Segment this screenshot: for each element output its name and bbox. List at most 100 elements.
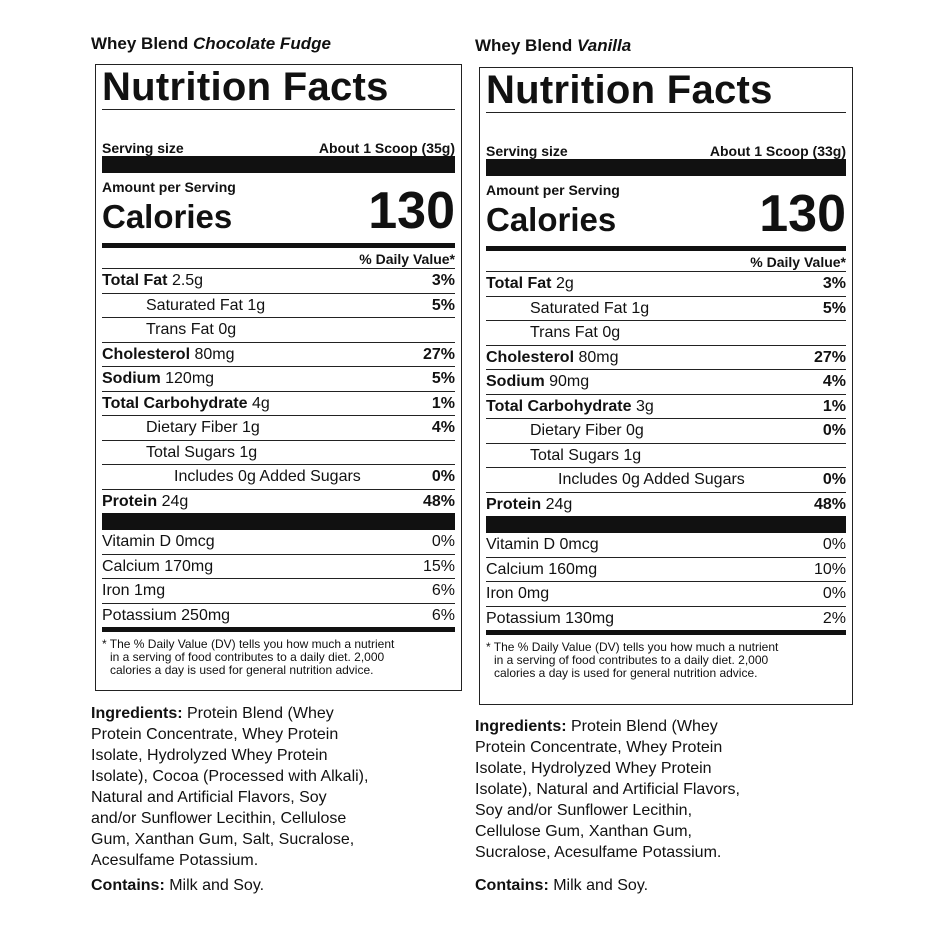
calories-label: Calories — [102, 198, 233, 235]
nutrient-row-saturated-fat: Saturated Fat 1g 5% — [102, 294, 455, 318]
nutrient-name: Total Fat — [102, 272, 168, 289]
nutrient-name: Dietary Fiber 0g — [530, 422, 644, 439]
footnote-line: calories a day is used for general nutri… — [110, 663, 374, 677]
calories-value: 130 — [368, 182, 455, 240]
ingredients-line: Protein Concentrate, Whey Protein — [475, 739, 723, 756]
nutrient-amount: 24g — [545, 495, 573, 513]
nutrient-row-total-sugars: Total Sugars 1g — [486, 444, 846, 468]
nutrient-name: Dietary Fiber 1g — [146, 419, 260, 436]
product-name: Whey Blend — [475, 36, 573, 55]
nutrient-pct: 1% — [822, 397, 846, 415]
contains-vanilla: Contains: Milk and Soy. — [475, 877, 648, 895]
vitamin-name: Vitamin D 0mcg — [486, 536, 599, 553]
ingredients-line: Protein Blend (Whey — [566, 718, 718, 735]
footnote-line: * The % Daily Value (DV) tells you how m… — [102, 637, 395, 651]
nutrient-pct: 48% — [813, 495, 846, 513]
vitamin-row: Potassium 130mg 2% — [486, 607, 846, 631]
divider-thick — [486, 516, 846, 533]
nutrient-name: Saturated Fat 1g — [530, 299, 650, 317]
nutrient-amount: 4g — [251, 394, 270, 412]
contains-value: Milk and Soy. — [548, 877, 649, 894]
nutrient-name: Total Fat — [486, 275, 552, 292]
ingredients-line: Soy and/or Sunflower Lecithin, — [475, 802, 693, 819]
ingredients-line: Natural and Artificial Flavors, Soy — [91, 789, 327, 806]
nutrient-name: Includes 0g Added Sugars — [174, 468, 361, 485]
nutrient-row-protein: Protein 24g 48% — [102, 490, 455, 514]
nutrient-row-total-carbohydrate: Total Carbohydrate 4g 1% — [102, 392, 455, 416]
nutrition-label-vanilla: Nutrition Facts Serving size About 1 Sco… — [479, 67, 853, 705]
serving-size-value: About 1 Scoop (33g) — [709, 143, 846, 159]
serving-size-row: Serving size About 1 Scoop (33g) — [486, 137, 846, 159]
vitamin-row: Iron 1mg 6% — [102, 579, 455, 604]
vitamin-name: Calcium 160mg — [486, 560, 598, 578]
nutrient-name: Sodium — [102, 370, 161, 387]
ingredients-line: and/or Sunflower Lecithin, Cellulose — [91, 810, 347, 827]
vitamin-row: Calcium 160mg 10% — [486, 558, 846, 582]
amount-per-serving: Amount per Serving — [102, 179, 236, 195]
ingredients-line: Cellulose Gum, Xanthan Gum, — [475, 823, 692, 840]
nutrient-pct: 27% — [813, 348, 846, 366]
nutrient-name: Total Sugars 1g — [146, 443, 258, 461]
nutrient-amount: 80mg — [194, 345, 235, 363]
daily-value-header: % Daily Value* — [486, 251, 846, 272]
nutrient-amount: 3g — [635, 397, 654, 415]
ingredients-chocolate: Ingredients: Protein Blend (Whey Protein… — [91, 703, 368, 871]
nutrient-name: Protein — [102, 492, 158, 510]
nutrient-pct: 4% — [431, 419, 455, 436]
nutrient-name: Saturated Fat 1g — [146, 296, 266, 314]
vitamin-pct: 0% — [822, 585, 846, 602]
nutrient-name: Cholesterol — [102, 345, 191, 363]
divider-medium — [486, 630, 846, 635]
footnote-line: * The % Daily Value (DV) tells you how m… — [486, 640, 779, 654]
nutrient-row-cholesterol: Cholesterol 80mg 27% — [486, 346, 846, 370]
vitamin-row: Iron 0mg 0% — [486, 582, 846, 607]
vitamin-pct: 6% — [431, 582, 455, 599]
vitamin-pct: 2% — [822, 609, 846, 627]
nutrient-pct: 48% — [422, 492, 455, 510]
vitamin-pct: 6% — [431, 606, 455, 624]
nutrient-name: Total Carbohydrate — [486, 397, 632, 415]
product-title-chocolate: Whey Blend Chocolate Fudge — [91, 34, 331, 54]
product-flavor: Chocolate Fudge — [193, 34, 331, 53]
daily-value-header: % Daily Value* — [102, 248, 455, 269]
nutrient-row-added-sugars: Includes 0g Added Sugars 0% — [486, 468, 846, 493]
nutrient-amount: 24g — [161, 492, 189, 510]
divider-thick — [486, 159, 846, 176]
product-title-vanilla: Whey Blend Vanilla — [475, 36, 631, 56]
nutrient-name: Total Carbohydrate — [102, 394, 248, 412]
calories-row: Calories 130 — [486, 188, 846, 240]
amount-per-serving: Amount per Serving — [486, 182, 620, 198]
nutrient-pct: 3% — [431, 272, 455, 289]
nutrient-row-cholesterol: Cholesterol 80mg 27% — [102, 343, 455, 367]
nutrient-pct: 1% — [431, 394, 455, 412]
nutrient-row-dietary-fiber: Dietary Fiber 0g 0% — [486, 419, 846, 444]
nutrition-facts-title: Nutrition Facts — [102, 65, 455, 110]
nutrition-facts-title: Nutrition Facts — [486, 68, 846, 113]
nutrient-row-total-fat: Total Fat 2g 3% — [486, 272, 846, 297]
vitamin-pct: 0% — [822, 536, 846, 553]
ingredients-line: Protein Concentrate, Whey Protein — [91, 726, 339, 743]
footnote-line: calories a day is used for general nutri… — [494, 666, 758, 680]
vitamin-name: Iron 1mg — [102, 582, 166, 599]
vitamin-name: Potassium 130mg — [486, 609, 615, 627]
nutrient-row-total-fat: Total Fat 2.5g 3% — [102, 269, 455, 294]
nutrient-row-saturated-fat: Saturated Fat 1g 5% — [486, 297, 846, 321]
vitamin-pct: 15% — [422, 557, 455, 575]
contains-label: Contains: — [91, 877, 165, 894]
nutrient-name: Cholesterol — [486, 348, 575, 366]
divider-medium — [102, 243, 455, 248]
nutrient-amount: 80mg — [578, 348, 619, 366]
divider-medium — [102, 627, 455, 632]
vitamin-name: Iron 0mg — [486, 585, 550, 602]
daily-value-footnote: * The % Daily Value (DV) tells you how m… — [102, 632, 455, 683]
nutrient-row-total-sugars: Total Sugars 1g — [102, 441, 455, 465]
nutrient-row-sodium: Sodium 90mg 4% — [486, 370, 846, 395]
vitamin-name: Calcium 170mg — [102, 557, 214, 575]
nutrient-row-protein: Protein 24g 48% — [486, 493, 846, 517]
serving-size-label: Serving size — [486, 143, 568, 159]
nutrient-name: Trans Fat 0g — [530, 324, 621, 341]
footnote-line: in a serving of food contributes to a da… — [494, 653, 769, 667]
vitamin-row: Calcium 170mg 15% — [102, 555, 455, 579]
nutrient-name: Total Sugars 1g — [530, 446, 642, 464]
nutrient-row-dietary-fiber: Dietary Fiber 1g 4% — [102, 416, 455, 441]
